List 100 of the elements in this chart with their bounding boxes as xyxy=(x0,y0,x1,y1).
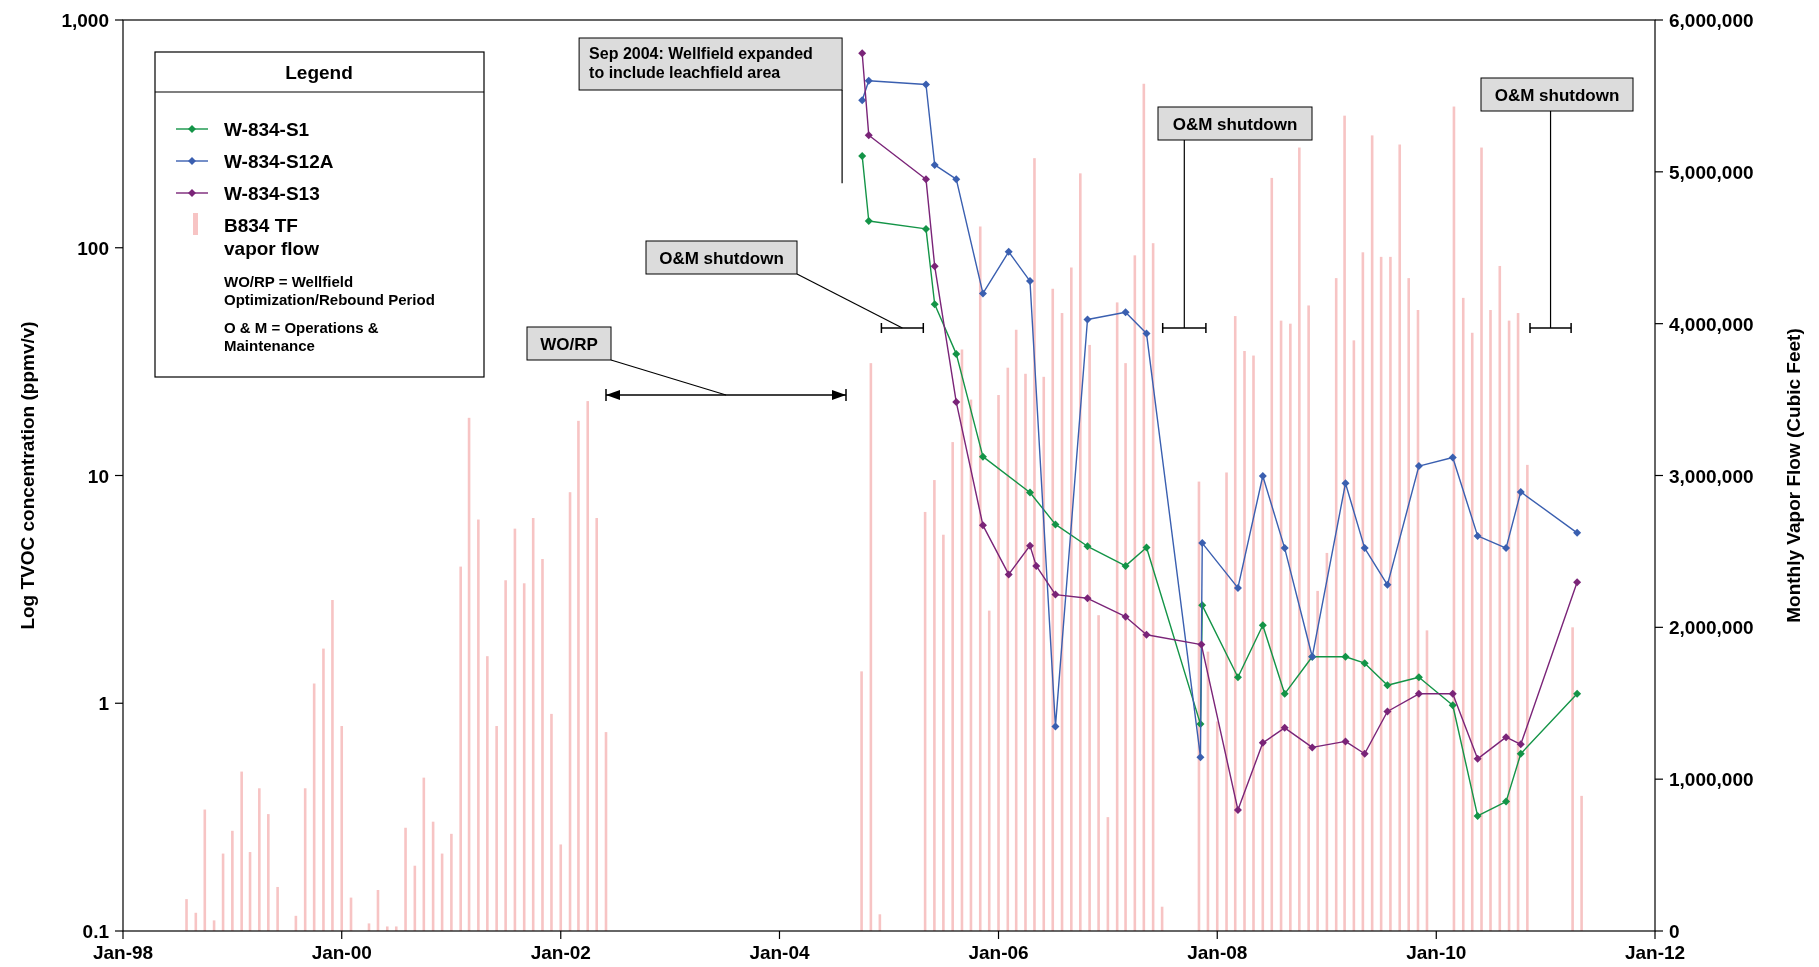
point xyxy=(1198,539,1207,548)
point xyxy=(1360,749,1369,758)
point xyxy=(858,49,867,58)
y-tick-label: 1 xyxy=(98,693,110,715)
annotation: O&M shutdown xyxy=(659,248,784,268)
y-axis-title: Log TVOC concentration (ppmv/v) xyxy=(17,321,38,630)
point xyxy=(922,175,930,184)
point xyxy=(1573,578,1582,587)
x-tick-label: Jan-12 xyxy=(1624,942,1686,963)
x-tick-label: Jan-00 xyxy=(311,942,372,963)
y-tick-label: 100 xyxy=(77,237,109,259)
point xyxy=(1121,612,1130,621)
x-tick-label: Jan-08 xyxy=(1187,942,1248,963)
point xyxy=(1083,315,1092,324)
point xyxy=(1573,528,1582,537)
point xyxy=(1142,329,1151,338)
point xyxy=(952,349,961,358)
point xyxy=(1004,570,1013,579)
point xyxy=(930,262,939,271)
point xyxy=(1414,462,1423,471)
point xyxy=(1083,594,1092,603)
point xyxy=(1308,743,1317,752)
point xyxy=(1341,479,1350,488)
point xyxy=(1448,689,1457,698)
point xyxy=(1360,659,1369,668)
legend-label: W-834-S1 xyxy=(224,119,310,140)
point xyxy=(1502,733,1511,742)
point xyxy=(1383,580,1392,589)
point xyxy=(1196,753,1205,762)
point xyxy=(864,131,873,140)
point xyxy=(1004,247,1013,256)
annotation: Sep 2004: Wellfield expanded to include leachfield area xyxy=(589,45,813,81)
point xyxy=(1258,621,1267,630)
y2-tick-label: 4,000,000 xyxy=(1669,313,1754,335)
point xyxy=(1142,630,1151,639)
y2-tick-label: 5,000,000 xyxy=(1669,161,1754,183)
point xyxy=(1142,543,1151,552)
point xyxy=(1051,520,1060,529)
y-tick-label: 1,000 xyxy=(61,10,109,31)
point xyxy=(952,398,961,407)
point xyxy=(978,521,987,530)
point xyxy=(1051,590,1060,599)
legend-title: Legend xyxy=(285,62,353,83)
point xyxy=(1473,531,1482,540)
annotation: WO/RP = Wellfield Optimization/Rebound Period xyxy=(224,273,435,308)
y-tick-label: 0.1 xyxy=(82,921,110,942)
point xyxy=(1258,738,1267,747)
point xyxy=(1032,561,1041,570)
point xyxy=(1280,723,1289,732)
point xyxy=(858,96,867,105)
legend-label: W-834-S13 xyxy=(224,183,320,204)
point xyxy=(1341,737,1350,746)
point xyxy=(1473,754,1482,763)
point xyxy=(1383,707,1392,716)
annotation: WO/RP xyxy=(540,334,598,354)
y2-tick-label: 0 xyxy=(1669,921,1680,942)
point xyxy=(864,76,873,85)
point xyxy=(1083,542,1092,551)
point xyxy=(1025,488,1034,497)
x-tick-label: Jan-04 xyxy=(749,942,811,963)
point xyxy=(978,289,987,298)
point xyxy=(1516,749,1525,758)
y2-tick-label: 1,000,000 xyxy=(1669,769,1754,791)
point xyxy=(922,80,930,89)
point xyxy=(1502,797,1511,806)
point xyxy=(1516,487,1525,496)
point xyxy=(1414,673,1423,682)
point xyxy=(1233,583,1242,592)
annotation: O&M shutdown xyxy=(1494,85,1620,105)
point xyxy=(864,217,873,226)
point xyxy=(1121,308,1130,317)
point xyxy=(1197,640,1206,649)
point xyxy=(1233,805,1242,814)
point xyxy=(1383,681,1392,690)
point xyxy=(1448,701,1457,710)
y-tick-label: 10 xyxy=(87,465,109,487)
legend-label: B834 TF vapor flow xyxy=(224,215,320,259)
point xyxy=(1341,652,1350,661)
point xyxy=(1516,740,1525,749)
point xyxy=(1121,561,1130,570)
annotation: O&M shutdown xyxy=(1172,114,1298,134)
point xyxy=(1502,544,1511,553)
point xyxy=(1051,722,1060,731)
point xyxy=(978,452,987,461)
point xyxy=(952,175,961,184)
x-tick-label: Jan-10 xyxy=(1406,942,1467,963)
y2-tick-label: 3,000,000 xyxy=(1669,465,1754,487)
x-tick-label: Jan-06 xyxy=(968,942,1029,963)
point xyxy=(1414,689,1423,698)
point xyxy=(1280,544,1289,553)
point xyxy=(1448,453,1457,462)
point xyxy=(1258,472,1267,480)
legend-label: W-834-S12A xyxy=(224,151,334,172)
point xyxy=(930,300,939,309)
point xyxy=(1233,673,1242,682)
x-tick-label: Jan-98 xyxy=(92,942,154,963)
point xyxy=(1025,277,1034,286)
point xyxy=(1280,689,1289,698)
point xyxy=(1573,689,1582,698)
point xyxy=(1360,544,1369,553)
